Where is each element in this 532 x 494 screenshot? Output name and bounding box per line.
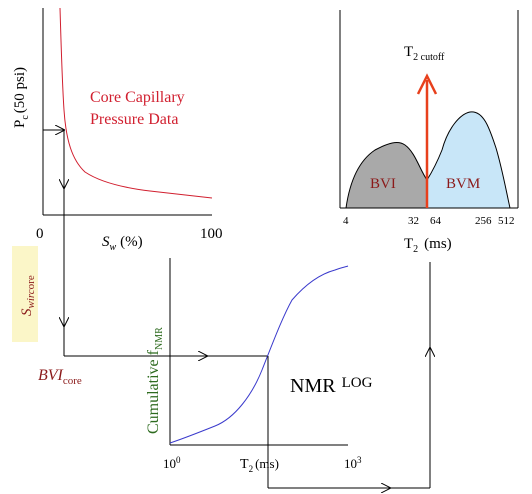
capillary-annotation-line1: Core Capillary xyxy=(90,89,185,106)
nmr-log-label: NMR LOG xyxy=(290,375,373,397)
t2-cutoff-label: T2 cutoff xyxy=(404,44,445,63)
capillary-x-tick-min: 0 xyxy=(36,226,44,242)
cumulative-curve xyxy=(169,265,349,444)
capillary-x-label: Sw (%) xyxy=(102,234,143,253)
t2-tick-64: 64 xyxy=(430,215,442,227)
capillary-x-tick-max: 100 xyxy=(200,226,223,242)
bvm-area xyxy=(426,111,511,209)
cumulative-x-label: T2 (ms) xyxy=(240,456,279,474)
t2-tick-512: 512 xyxy=(498,215,515,227)
t2-tick-32: 32 xyxy=(408,215,419,227)
swir-core-label: Swircore xyxy=(19,275,37,316)
capillary-y-label: Pc(50 psi) xyxy=(12,67,31,128)
cumulative-y-label: Cumulative fNMR xyxy=(145,327,165,434)
bvm-label: BVM xyxy=(446,176,480,192)
bvi-core-label: BVIcore xyxy=(38,367,82,387)
swir-core-highlight xyxy=(12,246,38,342)
t2-dist-x-label: T2 (ms) xyxy=(404,236,452,255)
t2-tick-256: 256 xyxy=(475,215,492,227)
capillary-annotation-line2: Pressure Data xyxy=(90,111,178,128)
cumulative-nmr-plot: Cumulative fNMR 100 103 T2 (ms) NMR LOG xyxy=(145,258,373,474)
t2-distribution-plot: T2 cutoff BVI BVM 4 32 64 256 512 T2 (ms) xyxy=(339,10,519,255)
cumulative-x-tick-max: 103 xyxy=(344,455,362,471)
swir-core-label-group: Swircore xyxy=(12,246,38,342)
t2-tick-4: 4 xyxy=(343,215,349,227)
return-flow-arrows xyxy=(267,262,430,488)
capillary-pressure-curve xyxy=(59,7,213,199)
capillary-flow-arrows xyxy=(43,130,268,356)
cumulative-x-tick-min: 100 xyxy=(163,455,181,471)
capillary-pressure-plot: Pc(50 psi) 0 100 Sw (%) Core Capillary Pr… xyxy=(12,7,223,253)
bvi-area xyxy=(345,142,428,209)
t2-cutoff-arrowhead xyxy=(416,73,438,95)
bvi-label: BVI xyxy=(370,176,396,192)
